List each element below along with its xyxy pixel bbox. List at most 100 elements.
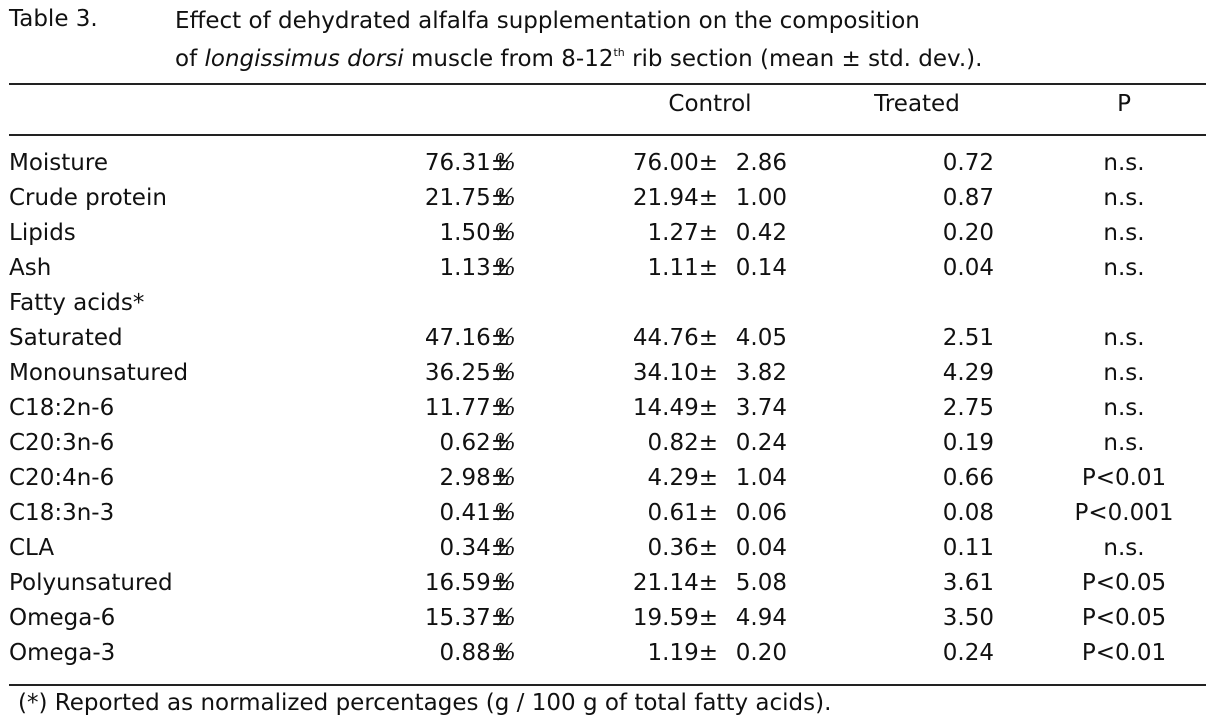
control-sd-cell: 3.74 <box>735 395 787 421</box>
table-row: C18:2n-6% 11.77± 3.74 14.49± 2.75 n.s. <box>0 391 1222 426</box>
control-sd-cell: 4.94 <box>735 605 787 631</box>
treated-sd-cell: 0.08 <box>942 500 994 526</box>
treated-mean-cell: 21.14± <box>632 570 718 596</box>
caption-text: Effect of dehydrated alfalfa supplementa… <box>175 6 982 75</box>
unit-cell: % <box>494 185 516 211</box>
unit-cell: % <box>494 605 516 631</box>
control-sd-cell: 1.00 <box>735 185 787 211</box>
control-sd-cell: 0.20 <box>735 640 787 666</box>
treated-mean-cell: 14.49± <box>632 395 718 421</box>
treated-mean-cell: 34.10± <box>632 360 718 386</box>
row-name: Crude protein <box>9 185 167 211</box>
p-value-cell: P<0.05 <box>1081 570 1167 596</box>
treated-mean-cell: 1.19± <box>647 640 718 666</box>
table-row: Omega-6% 15.37± 4.94 19.59± 3.50 P<0.05 <box>0 601 1222 636</box>
table-row: Monounsatured% 36.25± 3.82 34.10± 4.29 n.s. <box>0 356 1222 391</box>
row-name: CLA <box>9 535 55 561</box>
unit-cell: % <box>494 220 516 246</box>
p-value-cell: P<0.01 <box>1081 640 1167 666</box>
header-rule <box>9 134 1206 136</box>
table-row: C20:4n-6% 2.98± 1.04 4.29± 0.66 P<0.01 <box>0 461 1222 496</box>
treated-mean-cell: 1.11± <box>647 255 718 281</box>
treated-sd-cell: 2.51 <box>942 325 994 351</box>
unit-cell: % <box>494 640 516 666</box>
p-value-cell: n.s. <box>1103 150 1145 176</box>
table-row: C18:3n-3% 0.41± 0.06 0.61± 0.08 P<0.001 <box>0 496 1222 531</box>
treated-sd-cell: 3.50 <box>942 605 994 631</box>
unit-cell: % <box>494 465 516 491</box>
header-treated: Treated <box>874 91 960 117</box>
control-mean-cell: 36.25± <box>424 360 510 386</box>
treated-mean-cell: 1.27± <box>647 220 718 246</box>
table-row: Lipids% 1.50± 0.42 1.27± 0.20 n.s. <box>0 216 1222 251</box>
caption-line-2-suffix: rib section (mean ± std. dev.). <box>624 46 983 72</box>
treated-mean-cell: 0.82± <box>647 430 718 456</box>
header-control: Control <box>668 91 752 117</box>
caption-line-2-middle: muscle from 8-12 <box>403 46 614 72</box>
unit-cell: % <box>494 325 516 351</box>
top-rule <box>9 83 1206 85</box>
control-mean-cell: 21.75± <box>424 185 510 211</box>
control-mean-cell: 0.62± <box>439 430 510 456</box>
control-mean-cell: 1.50± <box>439 220 510 246</box>
table-row: CLA% 0.34± 0.04 0.36± 0.11 n.s. <box>0 531 1222 566</box>
unit-cell: % <box>494 535 516 561</box>
row-name: Ash <box>9 255 52 281</box>
table-row: Ash% 1.13± 0.14 1.11± 0.04 n.s. <box>0 251 1222 286</box>
table-row: Saturated% 47.16± 4.05 44.76± 2.51 n.s. <box>0 321 1222 356</box>
treated-sd-cell: 3.61 <box>942 570 994 596</box>
p-value-cell: P<0.01 <box>1081 465 1167 491</box>
treated-sd-cell: 0.19 <box>942 430 994 456</box>
p-value-cell: n.s. <box>1103 255 1145 281</box>
treated-sd-cell: 0.72 <box>942 150 994 176</box>
caption-italic-term: longissimus dorsi <box>204 46 404 72</box>
treated-sd-cell: 0.66 <box>942 465 994 491</box>
unit-cell: % <box>494 395 516 421</box>
unit-cell: % <box>494 255 516 281</box>
p-value-cell: n.s. <box>1103 360 1145 386</box>
row-name: Monounsatured <box>9 360 189 386</box>
table-row: Polyunsatured% 16.59± 5.08 21.14± 3.61 P<0.05 <box>0 566 1222 601</box>
unit-cell: % <box>494 360 516 386</box>
caption-line-2-prefix: of <box>175 46 205 72</box>
caption-superscript: th <box>613 46 625 59</box>
control-sd-cell: 0.24 <box>735 430 787 456</box>
control-sd-cell: 5.08 <box>735 570 787 596</box>
p-value-cell: n.s. <box>1103 185 1145 211</box>
p-value-cell: n.s. <box>1103 220 1145 246</box>
row-name: Polyunsatured <box>9 570 173 596</box>
treated-mean-cell: 19.59± <box>632 605 718 631</box>
treated-sd-cell: 0.20 <box>942 220 994 246</box>
p-value-cell: P<0.05 <box>1081 605 1167 631</box>
row-name: Omega-6 <box>9 605 116 631</box>
control-mean-cell: 0.88± <box>439 640 510 666</box>
p-value-cell: n.s. <box>1103 395 1145 421</box>
treated-mean-cell: 21.94± <box>632 185 718 211</box>
caption-line-2: of longissimus dorsi muscle from 8-12th … <box>175 37 982 75</box>
bottom-rule <box>9 684 1206 686</box>
treated-mean-cell: 0.36± <box>647 535 718 561</box>
treated-sd-cell: 0.87 <box>942 185 994 211</box>
row-name: Fatty acids* <box>9 290 145 316</box>
treated-mean-cell: 44.76± <box>632 325 718 351</box>
table-row: Moisture% 76.31± 2.86 76.00± 0.72 n.s. <box>0 146 1222 181</box>
table-row: Fatty acids* <box>0 286 1222 321</box>
row-name: C18:2n-6 <box>9 395 115 421</box>
treated-mean-cell: 0.61± <box>647 500 718 526</box>
table-row: Crude protein% 21.75± 1.00 21.94± 0.87 n.s. <box>0 181 1222 216</box>
treated-sd-cell: 0.04 <box>942 255 994 281</box>
control-sd-cell: 2.86 <box>735 150 787 176</box>
treated-sd-cell: 0.11 <box>942 535 994 561</box>
row-name: C20:4n-6 <box>9 465 115 491</box>
table-row: C20:3n-6% 0.62± 0.24 0.82± 0.19 n.s. <box>0 426 1222 461</box>
p-value-cell: P<0.001 <box>1074 500 1174 526</box>
control-mean-cell: 16.59± <box>424 570 510 596</box>
row-name: C18:3n-3 <box>9 500 115 526</box>
control-sd-cell: 1.04 <box>735 465 787 491</box>
control-mean-cell: 0.41± <box>439 500 510 526</box>
control-mean-cell: 2.98± <box>439 465 510 491</box>
control-mean-cell: 47.16± <box>424 325 510 351</box>
caption-line-1: Effect of dehydrated alfalfa supplementa… <box>175 8 920 34</box>
row-name: Lipids <box>9 220 76 246</box>
treated-sd-cell: 4.29 <box>942 360 994 386</box>
